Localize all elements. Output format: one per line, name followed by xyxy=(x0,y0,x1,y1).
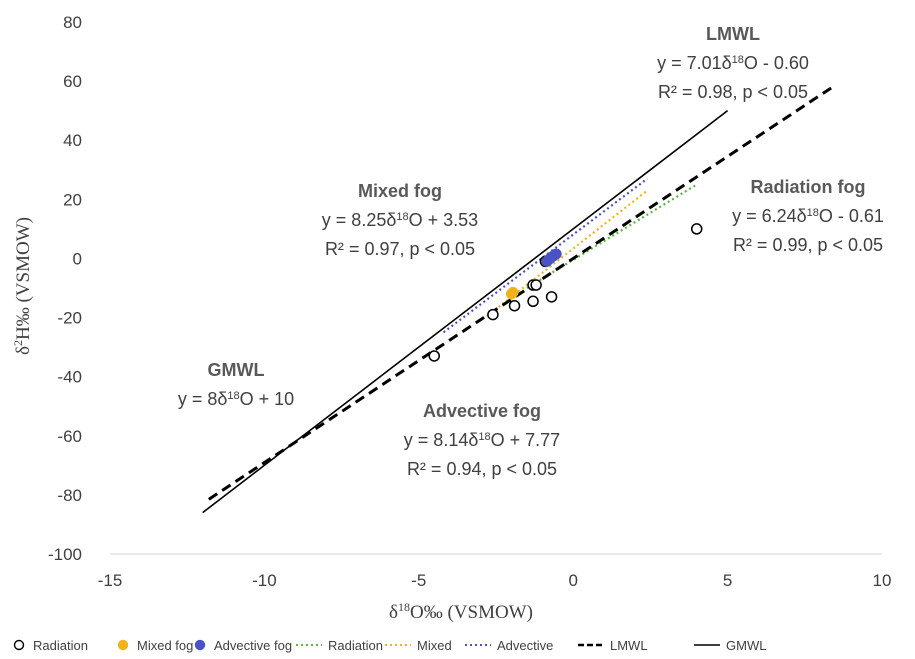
line-radiation xyxy=(526,183,698,289)
annotations: LMWL y = 7.01δ18O - 0.60 R² = 0.98, p < 0.… xyxy=(178,24,884,479)
x-tick-label: -15 xyxy=(98,571,123,590)
point-radiation xyxy=(545,291,558,303)
annotation-line: R² = 0.97, p < 0.05 xyxy=(325,239,475,259)
annotation-title: Advective fog xyxy=(423,401,541,421)
legend-label: LMWL xyxy=(610,638,648,653)
legend-item: Radiation xyxy=(13,638,88,653)
y-tick-label: -100 xyxy=(48,545,82,564)
annotation-line: y = 8.25δ18O + 3.53 xyxy=(322,210,478,230)
x-axis-title: δ18O‰ (VSMOW) xyxy=(389,600,533,623)
y-tick-label: -80 xyxy=(57,486,82,505)
line-mixed xyxy=(486,189,648,318)
x-tick-label: -10 xyxy=(252,571,277,590)
legend-item: Advective fog xyxy=(194,638,292,653)
x-tick-label: 10 xyxy=(873,571,892,590)
legend-label: Advective fog xyxy=(214,638,292,653)
y-axis-ticks: -100 -80 -60 -40 -20 0 20 40 60 80 xyxy=(48,13,82,564)
annotation-line: y = 8.14δ18O + 7.77 xyxy=(404,430,560,450)
annotation-line: y = 7.01δ18O - 0.60 xyxy=(657,53,809,73)
line-lmwl xyxy=(207,85,834,501)
point-radiation xyxy=(508,299,521,312)
y-tick-label: -60 xyxy=(57,427,82,446)
y-tick-label: 60 xyxy=(63,72,82,91)
annotation-title: Radiation fog xyxy=(751,177,866,197)
annotation-mixed: Mixed fog y = 8.25δ18O + 3.53 R² = 0.97, p… xyxy=(322,181,478,259)
annotation-lmwl: LMWL y = 7.01δ18O - 0.60 R² = 0.98, p < 0.… xyxy=(657,24,809,102)
annotation-title: GMWL xyxy=(208,360,265,380)
annotation-gmwl: GMWL y = 8δ18O + 10 xyxy=(178,360,294,409)
legend-marker xyxy=(13,639,25,651)
legend-label: Mixed fog xyxy=(137,638,193,653)
legend-label: Radiation xyxy=(33,638,88,653)
annotation-title: LMWL xyxy=(706,24,760,44)
legend-item: Mixed xyxy=(385,638,452,653)
point-advective-fog xyxy=(550,248,562,260)
scatter-points xyxy=(428,223,703,362)
legend-label: Mixed xyxy=(417,638,452,653)
legend-label: Advective xyxy=(497,638,553,653)
annotation-line: R² = 0.98, p < 0.05 xyxy=(658,82,808,102)
annotation-line: R² = 0.94, p < 0.05 xyxy=(407,459,557,479)
point-radiation xyxy=(428,350,440,362)
legend-marker xyxy=(194,639,206,651)
x-tick-label: 0 xyxy=(568,571,577,590)
x-tick-label: -5 xyxy=(411,571,426,590)
y-tick-label: 0 xyxy=(73,249,82,268)
y-tick-label: 40 xyxy=(63,131,82,150)
line-gmwl xyxy=(202,110,729,514)
x-axis-ticks: -15 -10 -5 0 5 10 xyxy=(98,571,892,590)
legend-item: LMWL xyxy=(578,638,648,653)
legend-label: Radiation xyxy=(328,638,383,653)
y-axis-title: δ2H‰ (VSMOW) xyxy=(11,217,34,355)
point-radiation xyxy=(487,308,499,321)
legend-item: Mixed fog xyxy=(117,638,193,653)
point-radiation xyxy=(690,223,703,235)
annotation-radiation: Radiation fog y = 6.24δ18O - 0.61 R² = 0.9… xyxy=(732,177,884,255)
legend-item: GMWL xyxy=(694,638,766,653)
annotation-line: y = 8δ18O + 10 xyxy=(178,389,294,409)
y-tick-label: 20 xyxy=(63,190,82,209)
point-mixed-fog xyxy=(507,286,519,298)
legend-marker xyxy=(117,639,129,651)
annotation-advective: Advective fog y = 8.14δ18O + 7.77 R² = 0.9… xyxy=(404,401,560,479)
annotation-line: y = 6.24δ18O - 0.61 xyxy=(732,206,884,226)
point-radiation xyxy=(530,279,542,291)
y-tick-label: -20 xyxy=(57,309,82,328)
point-radiation xyxy=(527,295,539,308)
legend-item: Advective xyxy=(465,638,553,653)
legend-item: Radiation xyxy=(296,638,383,653)
legend: Radiation Mixed fog Advective fog Radiation… xyxy=(13,638,766,653)
y-tick-label: 80 xyxy=(63,13,82,32)
regression-lines xyxy=(202,85,834,514)
x-tick-label: 5 xyxy=(723,571,732,590)
legend-label: GMWL xyxy=(726,638,766,653)
annotation-title: Mixed fog xyxy=(358,181,442,201)
annotation-line: R² = 0.99, p < 0.05 xyxy=(733,235,883,255)
y-tick-label: -40 xyxy=(57,368,82,387)
